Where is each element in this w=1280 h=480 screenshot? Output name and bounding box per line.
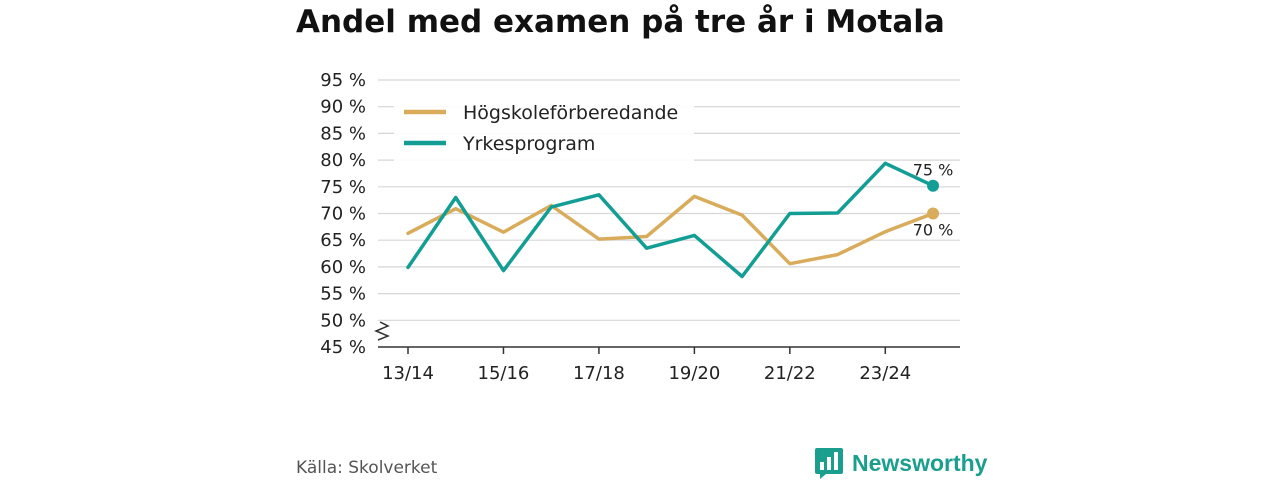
y-tick-label: 85 % [320, 123, 366, 144]
y-tick-label: 70 % [320, 204, 366, 225]
y-tick-label: 45 % [320, 337, 366, 358]
x-tick-label: 23/24 [859, 363, 911, 384]
y-tick-label: 60 % [320, 257, 366, 278]
x-tick-label: 13/14 [382, 363, 434, 384]
y-tick-label: 90 % [320, 97, 366, 118]
end-value-label: 75 % [913, 161, 954, 180]
bar-chart-icon [815, 448, 843, 479]
series-line-hogskoleforberedande [406, 194, 935, 266]
y-tick-label: 50 % [320, 310, 366, 331]
end-marker [927, 207, 940, 220]
legend-label: Högskoleförberedande [463, 102, 678, 124]
brand-logo: Newsworthy [814, 446, 987, 480]
y-tick-label: 80 % [320, 150, 366, 171]
end-marker [927, 179, 940, 192]
end-value-label: 70 % [913, 221, 954, 240]
x-tick-label: 19/20 [668, 363, 720, 384]
x-tick-label: 15/16 [478, 363, 530, 384]
x-tick-label: 21/22 [764, 363, 816, 384]
y-tick-label: 55 % [320, 284, 366, 305]
series-lines [406, 161, 935, 279]
legend-label: Yrkesprogram [462, 133, 595, 155]
series-line-yrkesprogram [406, 161, 935, 279]
axes: 95 % 90 % 85 % 80 % 75 % 70 % 65 % 60 % 55 % 50 %… [320, 70, 960, 384]
end-markers [927, 179, 940, 220]
end-labels: 70 % 75 % [913, 161, 954, 240]
source-note: Källa: Skolverket [296, 458, 438, 478]
legend: Högskoleförberedande Yrkesprogram [394, 90, 694, 162]
y-tick-label: 95 % [320, 70, 366, 91]
y-tick-label: 65 % [320, 230, 366, 251]
legend-box [394, 90, 694, 162]
axis-break-icon [374, 321, 390, 341]
brand-name: Newsworthy [852, 449, 988, 476]
chart-title: Andel med examen på tre år i Motala [296, 4, 945, 40]
y-tick-label: 75 % [320, 177, 366, 198]
x-tick-label: 17/18 [573, 363, 625, 384]
